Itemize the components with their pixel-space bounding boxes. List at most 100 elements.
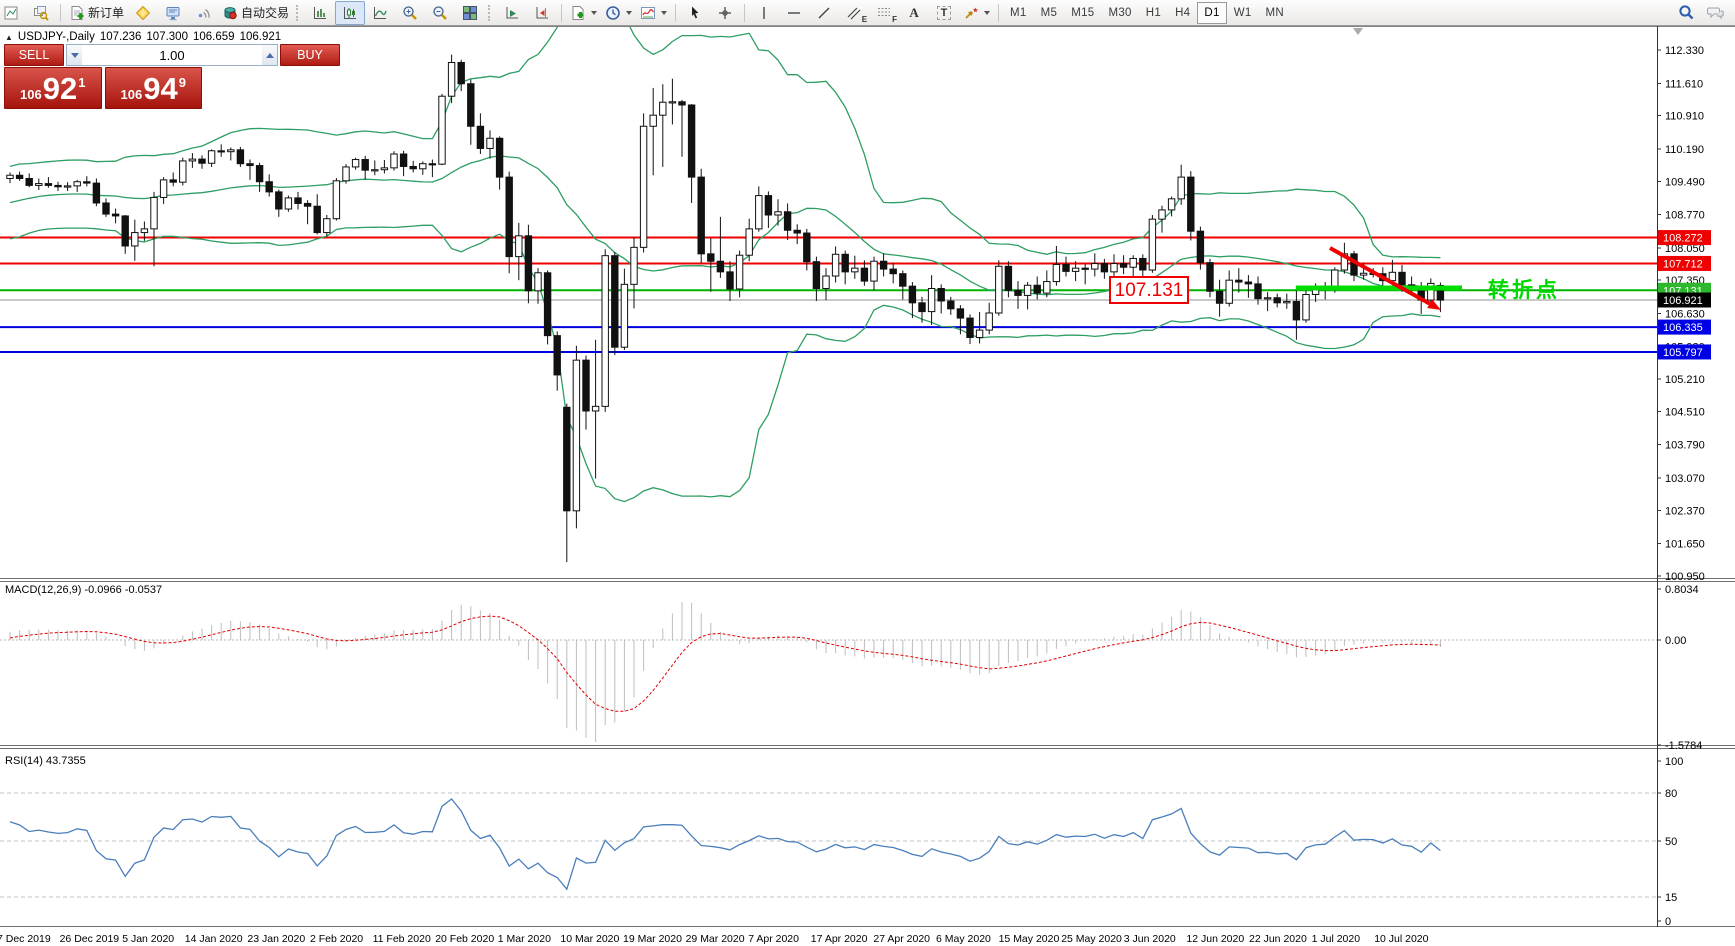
bear-candle bbox=[1062, 263, 1070, 272]
tf-m5[interactable]: M5 bbox=[1040, 6, 1058, 19]
date-label: 7 Dec 2019 bbox=[0, 933, 51, 945]
sell-price-big: 92 bbox=[42, 70, 78, 106]
profiles-icon[interactable] bbox=[26, 1, 56, 25]
toolbar-drag-handle bbox=[488, 4, 492, 21]
volume-input[interactable] bbox=[82, 45, 262, 65]
crosshair-tool-icon[interactable] bbox=[710, 1, 740, 25]
zoom-in-icon[interactable] bbox=[395, 1, 425, 25]
tf-h4[interactable]: H4 bbox=[1175, 6, 1191, 19]
cursor-tool-icon[interactable] bbox=[680, 1, 710, 25]
bear-candle bbox=[198, 158, 206, 164]
text-label-tool-icon[interactable]: T bbox=[929, 1, 959, 25]
bull-candle bbox=[1110, 263, 1118, 273]
bear-candle bbox=[467, 83, 475, 127]
bear-candle bbox=[54, 184, 62, 188]
bull-candle bbox=[822, 275, 830, 289]
bollinger-lower bbox=[9, 224, 1441, 503]
collapse-panel-icon[interactable]: ▲ bbox=[5, 32, 13, 42]
auto-scroll-icon[interactable] bbox=[497, 1, 527, 25]
bear-candle bbox=[611, 255, 619, 348]
tf-h1[interactable]: H1 bbox=[1145, 6, 1162, 19]
periods-button[interactable] bbox=[601, 1, 636, 25]
terminal-icon[interactable] bbox=[158, 1, 188, 25]
search-icon[interactable] bbox=[1671, 1, 1701, 25]
chart-shift-icon[interactable] bbox=[527, 1, 557, 25]
price-chart[interactable]: 107.131 转折点112.330111.610110.910110.19010… bbox=[0, 26, 1735, 946]
sell-button[interactable]: SELL bbox=[4, 44, 64, 66]
tile-windows-icon[interactable] bbox=[455, 1, 485, 25]
new-chart-icon[interactable] bbox=[0, 1, 26, 25]
horizontal-line-tool-icon[interactable] bbox=[779, 1, 809, 25]
bull-candle bbox=[227, 149, 235, 153]
candle-chart-icon[interactable] bbox=[335, 0, 366, 25]
bull-candle bbox=[323, 218, 331, 234]
date-label: 29 Mar 2020 bbox=[686, 933, 745, 945]
buy-price-figure: 106 bbox=[120, 86, 143, 102]
tf-m15[interactable]: M15 bbox=[1071, 6, 1095, 19]
buy-price-big: 94 bbox=[143, 70, 178, 106]
price-badge-label: 107.712 bbox=[1663, 258, 1703, 270]
macd-histogram bbox=[9, 602, 1441, 742]
arrows-tool-icon[interactable] bbox=[959, 1, 994, 25]
bull-candle bbox=[649, 114, 657, 127]
bear-candle bbox=[409, 165, 417, 170]
templates-button[interactable] bbox=[636, 1, 671, 25]
sell-price-pip: 1 bbox=[78, 74, 86, 90]
bear-candle bbox=[860, 267, 869, 282]
bull-candle bbox=[438, 95, 446, 165]
bear-candle bbox=[169, 179, 177, 183]
volume-increase-button[interactable] bbox=[262, 45, 277, 65]
bull-candle bbox=[1043, 281, 1051, 294]
bull-candle bbox=[332, 180, 341, 220]
signals-icon[interactable] bbox=[188, 1, 218, 25]
date-label: 1 Jul 2020 bbox=[1312, 933, 1361, 945]
rsi-tick-label: 15 bbox=[1665, 892, 1677, 904]
bear-candle bbox=[947, 300, 955, 310]
line-chart-icon[interactable] bbox=[365, 1, 395, 25]
tf-m1[interactable]: M1 bbox=[1010, 6, 1027, 19]
price-tick-label: 110.190 bbox=[1665, 144, 1704, 156]
turning-point-label[interactable]: 转折点 bbox=[1488, 278, 1560, 302]
rsi-tick-label: 0 bbox=[1665, 916, 1671, 928]
tf-d1[interactable]: D1 bbox=[1197, 1, 1227, 24]
bear-candle bbox=[1081, 267, 1089, 270]
buy-button[interactable]: BUY bbox=[280, 44, 340, 66]
bar-chart-icon[interactable] bbox=[305, 1, 335, 25]
bear-candle bbox=[918, 302, 926, 313]
text-tool-icon[interactable]: A bbox=[899, 1, 929, 25]
fibonacci-tool-icon[interactable]: F bbox=[869, 1, 899, 25]
autotrading-button[interactable]: 自动交易 bbox=[218, 1, 293, 25]
bollinger-middle bbox=[9, 155, 1441, 296]
price-tick-label: 108.050 bbox=[1665, 243, 1705, 255]
bear-candle bbox=[783, 211, 792, 231]
equidistant-channel-tool-icon[interactable]: E bbox=[839, 1, 869, 25]
bull-candle bbox=[188, 158, 197, 162]
indicators-button[interactable] bbox=[566, 1, 601, 25]
new-order-button[interactable]: 新订单 bbox=[65, 1, 128, 25]
bull-candle bbox=[342, 166, 350, 182]
tf-mn[interactable]: MN bbox=[1265, 6, 1285, 19]
bear-candle bbox=[678, 101, 686, 106]
bear-candle bbox=[246, 163, 254, 167]
chat-icon[interactable] bbox=[1701, 1, 1731, 25]
bull-candle bbox=[351, 159, 360, 168]
tf-m30[interactable]: M30 bbox=[1108, 6, 1132, 19]
new-order-label: 新订单 bbox=[88, 6, 125, 20]
bear-candle bbox=[879, 260, 888, 270]
trend-arrow[interactable] bbox=[1329, 246, 1431, 306]
bear-candle bbox=[563, 406, 571, 512]
tf-w1[interactable]: W1 bbox=[1233, 6, 1252, 19]
vertical-line-tool-icon[interactable] bbox=[749, 1, 779, 25]
buy-quote[interactable]: 106 94 9 bbox=[104, 67, 202, 109]
zoom-out-icon[interactable] bbox=[425, 1, 455, 25]
trendline-tool-icon[interactable] bbox=[809, 1, 839, 25]
sell-quote[interactable]: 106 92 1 bbox=[4, 67, 102, 109]
bull-candle bbox=[1263, 297, 1272, 300]
price-callout-box[interactable] bbox=[1109, 276, 1189, 304]
metaeditor-icon[interactable] bbox=[128, 1, 158, 25]
bull-candle bbox=[1427, 282, 1435, 301]
price-tick-label: 112.330 bbox=[1665, 45, 1704, 57]
bull-candle bbox=[380, 167, 389, 171]
volume-decrease-button[interactable] bbox=[67, 45, 82, 65]
rsi-tick-label: 50 bbox=[1665, 836, 1677, 848]
